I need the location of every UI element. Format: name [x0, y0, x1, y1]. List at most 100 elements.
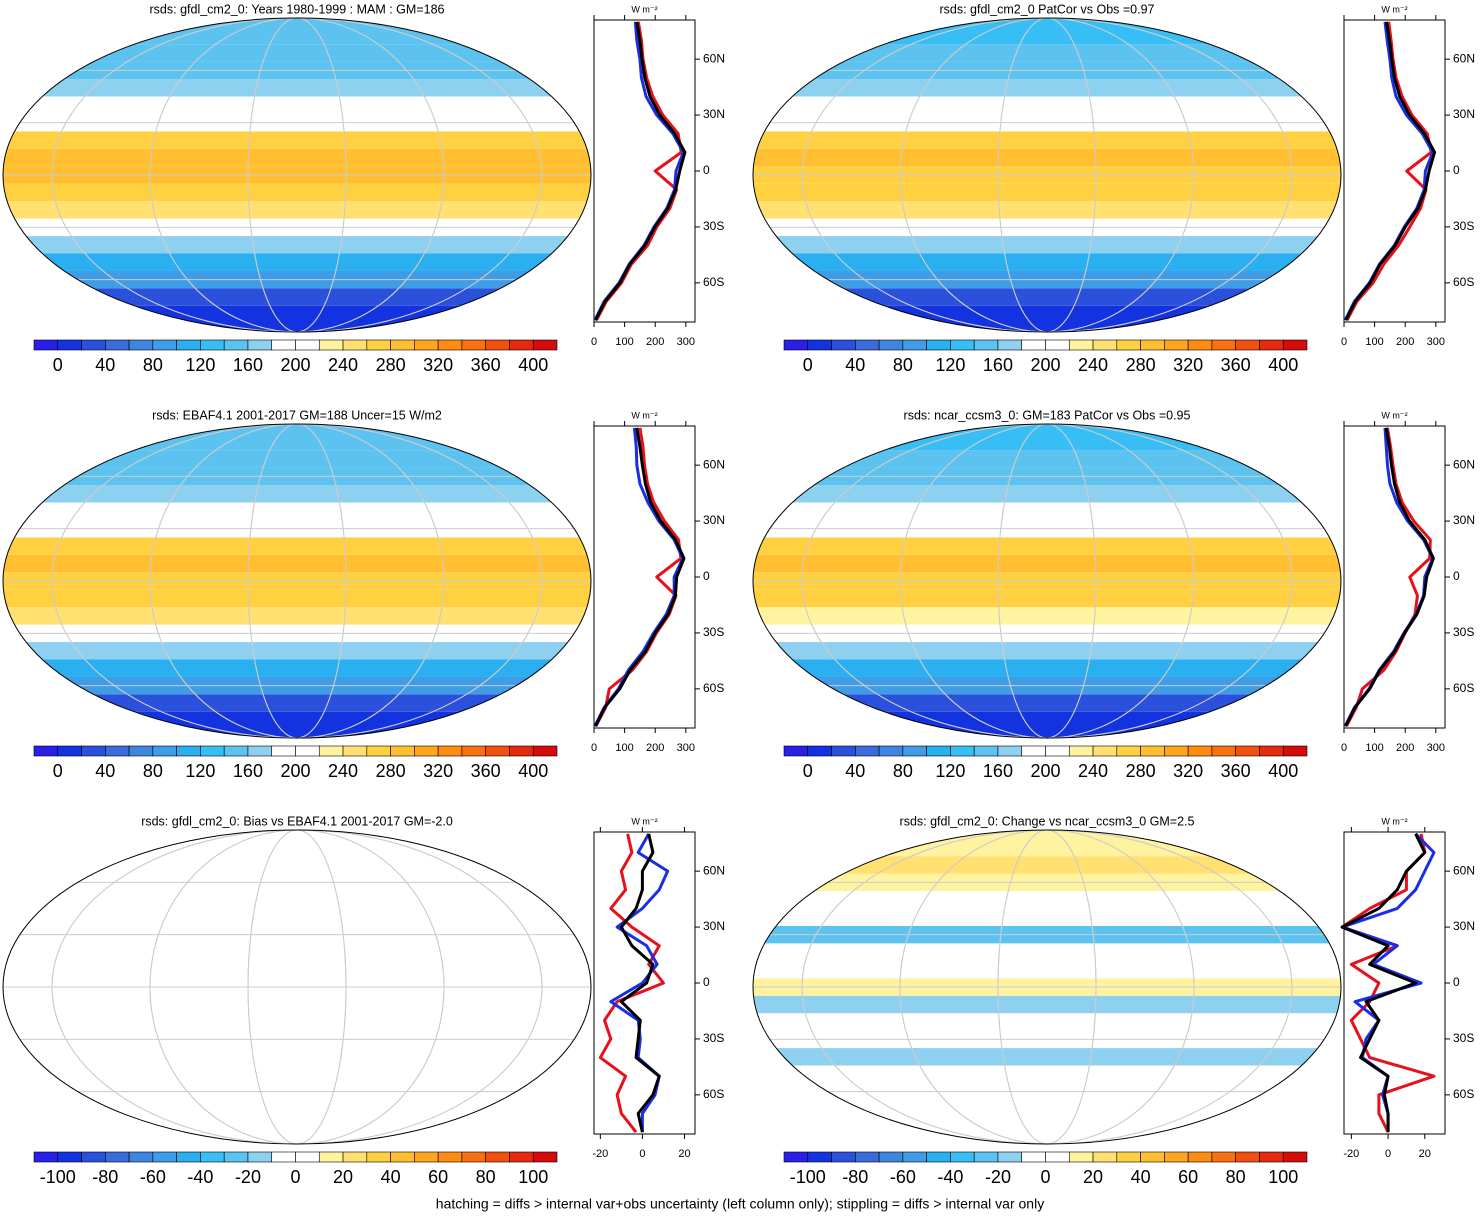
map-band — [753, 79, 1341, 97]
colorbar-box — [390, 1151, 415, 1163]
colorbar-box — [783, 745, 809, 757]
map — [753, 18, 1341, 332]
colorbar-box — [1211, 339, 1236, 351]
colorbar-label: 320 — [1173, 355, 1203, 375]
map-band — [753, 659, 1341, 677]
panel-title: rsds: ncar_ccsm3_0: GM=183 PatCor vs Obs… — [904, 408, 1191, 422]
map-band — [3, 891, 591, 909]
map-band — [3, 1048, 591, 1066]
map-band — [753, 607, 1341, 625]
colorbar-box — [271, 745, 296, 757]
colorbar-box — [902, 745, 927, 757]
colorbar-label: 100 — [518, 1167, 548, 1187]
map-band — [753, 1117, 1341, 1144]
y-tick-label: 60N — [703, 863, 725, 877]
x-tick-label: 0 — [639, 1148, 645, 1160]
colorbar-box — [128, 745, 154, 757]
colorbar-label: 100 — [1268, 1167, 1298, 1187]
map-band — [753, 694, 1341, 712]
colorbar-label: 120 — [185, 761, 215, 781]
x-tick-label: 300 — [677, 742, 695, 754]
map-band — [753, 856, 1341, 874]
y-tick-label: 60S — [1453, 681, 1474, 695]
profile-line — [1344, 21, 1437, 321]
colorbar-box — [1164, 1151, 1189, 1163]
colorbar-box — [295, 1151, 320, 1163]
colorbar-box — [1021, 745, 1046, 757]
colorbar-box — [318, 1151, 344, 1163]
y-tick-label: 30N — [703, 513, 725, 527]
colorbar-box — [855, 339, 880, 351]
colorbar-label: 320 — [423, 355, 453, 375]
colorbar-box — [1068, 339, 1094, 351]
colorbar-box — [926, 745, 951, 757]
panel-title: rsds: EBAF4.1 2001-2017 GM=188 Uncer=15 … — [152, 408, 442, 422]
colorbar-box — [295, 339, 320, 351]
colorbar-box — [1140, 1151, 1165, 1163]
colorbar-box — [1211, 1151, 1236, 1163]
colorbar-box — [926, 339, 951, 351]
colorbar-label: -20 — [985, 1167, 1011, 1187]
map-band — [753, 711, 1341, 738]
profile-line — [1343, 427, 1435, 727]
map-band — [3, 131, 591, 149]
colorbar-box — [461, 1151, 486, 1163]
profile-unit: W m⁻² — [631, 816, 657, 826]
colorbar-box — [1045, 1151, 1070, 1163]
y-tick-label: 60S — [1453, 275, 1474, 289]
map-border — [752, 423, 1342, 739]
colorbar-box — [1259, 339, 1284, 351]
colorbar-box — [878, 1151, 904, 1163]
colorbar-box — [783, 1151, 809, 1163]
map-band — [753, 131, 1341, 149]
colorbar-label: 400 — [518, 355, 548, 375]
map-border — [2, 423, 592, 739]
y-tick-label: 30S — [1453, 219, 1474, 233]
colorbar-box — [1282, 339, 1308, 351]
y-tick-label: 60S — [703, 1087, 724, 1101]
x-tick-label: -20 — [592, 1148, 608, 1160]
colorbar-box — [271, 339, 296, 351]
colorbar-box — [950, 1151, 975, 1163]
colorbar-label: 80 — [1226, 1167, 1246, 1187]
colorbar-label: 40 — [1131, 1167, 1151, 1187]
map-band — [3, 485, 591, 503]
colorbar-box — [57, 339, 82, 351]
map-band — [3, 537, 591, 555]
map-band — [3, 183, 591, 202]
x-tick-label: 100 — [1365, 336, 1383, 348]
map-band — [3, 1100, 591, 1118]
colorbar-box — [33, 1151, 59, 1163]
y-tick-label: 0 — [1453, 163, 1460, 177]
map-band — [753, 502, 1341, 520]
colorbar-box — [1164, 339, 1189, 351]
map-band — [753, 830, 1341, 857]
panel-title: rsds: gfdl_cm2_0: Bias vs EBAF4.1 2001-2… — [141, 814, 453, 828]
y-tick-label: 60S — [703, 275, 724, 289]
map-border — [752, 17, 1342, 333]
x-tick-label: 200 — [646, 742, 664, 754]
profile-line — [594, 21, 687, 321]
colorbar-box — [878, 339, 904, 351]
map-band — [3, 1117, 591, 1144]
colorbar-box — [1021, 1151, 1046, 1163]
profile-line — [593, 427, 685, 727]
colorbar-label: 0 — [1040, 1167, 1050, 1187]
colorbar-box — [902, 339, 927, 351]
colorbar-box — [485, 745, 510, 757]
colorbar-label: 0 — [803, 355, 813, 375]
colorbar-box — [1045, 339, 1070, 351]
colorbar-box — [318, 339, 344, 351]
colorbar-label: 360 — [1221, 761, 1251, 781]
colorbar-box — [176, 339, 201, 351]
x-tick-label: 100 — [615, 742, 633, 754]
map-band — [753, 424, 1341, 451]
map-band — [3, 288, 591, 306]
colorbar-box — [807, 339, 832, 351]
map-band — [3, 995, 591, 1014]
profile-unit: W m⁻² — [631, 4, 657, 14]
colorbar-box — [509, 339, 534, 351]
colorbar-label: 0 — [53, 761, 63, 781]
colorbar-box — [461, 339, 486, 351]
